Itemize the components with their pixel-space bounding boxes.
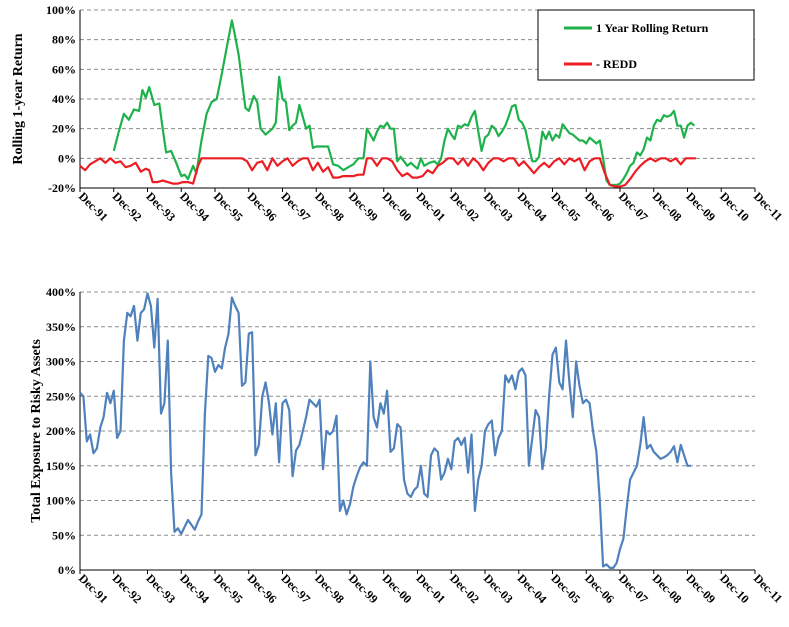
x-tick-label: Dec-07 <box>616 571 651 606</box>
x-tick-label: Dec-10 <box>717 571 752 606</box>
series-line-1-year-rolling-return <box>112 19 696 187</box>
x-tick-label: Dec-99 <box>346 189 381 224</box>
series-line-total-exposure <box>79 292 691 569</box>
x-tick-label: Dec-10 <box>717 189 752 224</box>
x-tick-label: Dec-97 <box>278 571 313 606</box>
x-tick-label: Dec-11 <box>751 571 785 605</box>
y-tick-label: -20% <box>48 181 76 195</box>
x-tick-label: Dec-99 <box>346 571 381 606</box>
legend-label: 1 Year Rolling Return <box>596 21 709 35</box>
y-tick-label: 150% <box>46 459 76 473</box>
x-tick-label: Dec-05 <box>548 189 583 224</box>
rolling-return-chart: 100% 80% 60% 40% 20% 0% -20%Dec-91Dec-92Dec-93… <box>11 3 785 224</box>
x-tick-label: Dec-00 <box>380 189 415 224</box>
x-tick-label: Dec-03 <box>481 189 516 224</box>
y-tick-label: 60% <box>52 62 76 76</box>
x-tick-label: Dec-97 <box>278 189 313 224</box>
x-tick-label: Dec-93 <box>143 189 178 224</box>
x-tick-label: Dec-04 <box>515 571 550 606</box>
x-tick-label: Dec-98 <box>312 189 347 224</box>
x-tick-label: Dec-08 <box>650 571 685 606</box>
exposure-chart: 400%350%300%250%200%150%100%50%0%Dec-91D… <box>29 285 785 606</box>
y-tick-label: 20% <box>52 122 76 136</box>
x-tick-label: Dec-94 <box>177 571 212 606</box>
x-tick-label: Dec-04 <box>515 189 550 224</box>
y-tick-label: 0% <box>58 151 76 165</box>
x-tick-label: Dec-92 <box>110 571 145 606</box>
y-tick-label: 40% <box>52 92 76 106</box>
x-tick-label: Dec-92 <box>110 189 145 224</box>
x-tick-label: Dec-93 <box>143 571 178 606</box>
legend-label: - REDD <box>596 57 637 71</box>
x-tick-label: Dec-03 <box>481 571 516 606</box>
x-tick-label: Dec-07 <box>616 189 651 224</box>
y-tick-label: 50% <box>52 528 76 542</box>
x-tick-label: Dec-06 <box>582 189 617 224</box>
x-tick-label: Dec-01 <box>413 189 448 224</box>
y-axis-label: Rolling 1-year Return <box>11 33 26 164</box>
y-tick-label: 80% <box>52 33 76 47</box>
x-tick-label: Dec-91 <box>76 571 111 606</box>
x-tick-label: Dec-06 <box>582 571 617 606</box>
y-tick-label: 200% <box>46 424 76 438</box>
y-tick-label: 300% <box>46 355 76 369</box>
x-tick-label: Dec-09 <box>683 189 718 224</box>
x-tick-label: Dec-08 <box>650 189 685 224</box>
x-tick-label: Dec-02 <box>447 189 482 224</box>
y-axis-label: Total Exposure to Risky Assets <box>29 339 44 523</box>
y-tick-label: 0% <box>58 563 76 577</box>
x-tick-label: Dec-09 <box>683 571 718 606</box>
x-tick-label: Dec-02 <box>447 571 482 606</box>
y-tick-label: 350% <box>46 320 76 334</box>
x-tick-label: Dec-01 <box>413 571 448 606</box>
x-tick-label: Dec-05 <box>548 571 583 606</box>
legend: 1 Year Rolling Return - REDD <box>537 9 755 81</box>
x-tick-label: Dec-96 <box>245 571 280 606</box>
y-tick-label: 250% <box>46 389 76 403</box>
x-tick-label: Dec-95 <box>211 571 246 606</box>
x-tick-label: Dec-96 <box>245 189 280 224</box>
x-tick-label: Dec-94 <box>177 189 212 224</box>
series-line--redd <box>79 157 696 188</box>
x-tick-label: Dec-95 <box>211 189 246 224</box>
x-tick-label: Dec-00 <box>380 571 415 606</box>
y-tick-label: 100% <box>46 3 76 17</box>
y-tick-label: 100% <box>46 494 76 508</box>
x-tick-label: Dec-91 <box>76 189 111 224</box>
y-tick-label: 400% <box>46 285 76 299</box>
legend-box <box>537 9 755 81</box>
x-tick-label: Dec-11 <box>751 189 785 223</box>
x-tick-label: Dec-98 <box>312 571 347 606</box>
